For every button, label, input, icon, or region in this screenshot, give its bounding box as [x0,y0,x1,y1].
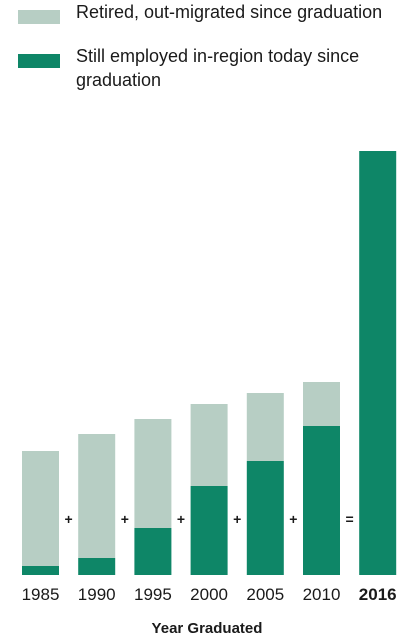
bar-retired-1985 [22,451,59,566]
bar-employed-2016 [359,151,397,575]
operator-1: + [65,511,73,527]
legend-label-employed: Still employed in-region today since gra… [76,46,360,90]
legend-swatch-retired [18,10,60,24]
x-tick-label-1985: 1985 [22,585,60,604]
bar-retired-2000 [190,404,228,486]
bar-employed-1995 [134,528,172,575]
x-tick-label-2005: 2005 [246,585,284,604]
operator-2: + [121,511,129,527]
bar-employed-2000 [190,486,228,575]
operator-5: + [289,511,297,527]
bar-retired-1995 [134,419,172,528]
bar-employed-1985 [22,566,59,575]
bar-retired-1990 [78,434,116,558]
bar-employed-1990 [78,558,116,575]
x-axis-label: Year Graduated [152,620,263,637]
legend-item-retired: Retired, out-migrated since graduation [18,0,398,24]
legend-swatch-employed [18,54,60,68]
bar-retired-2005 [246,393,284,461]
operator-6: = [346,511,354,527]
x-tick-label-1995: 1995 [134,585,172,604]
x-tick-label-2016: 2016 [359,585,397,604]
legend-item-employed: Still employed in-region today since gra… [18,44,398,92]
operator-3: + [177,511,185,527]
operator-4: + [233,511,241,527]
bar-employed-2010 [303,426,340,575]
bar-retired-2010 [303,382,340,426]
x-tick-label-2000: 2000 [190,585,228,604]
chart-legend: Retired, out-migrated since graduation S… [18,0,398,92]
legend-label-retired: Retired, out-migrated since graduation [76,2,383,22]
x-tick-label-1990: 1990 [78,585,116,604]
x-tick-label-2010: 2010 [303,585,341,604]
bar-employed-2005 [246,461,284,575]
